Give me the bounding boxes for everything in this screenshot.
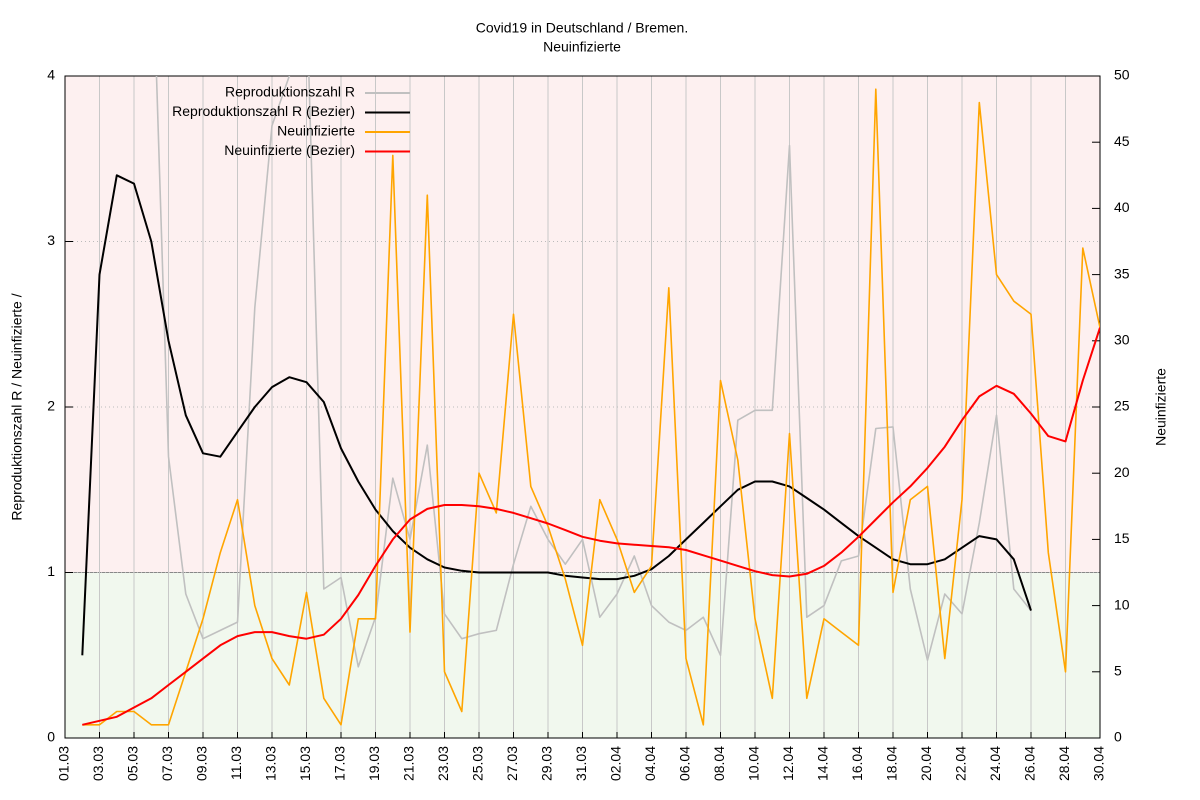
- y2-tick-label: 35: [1114, 265, 1130, 281]
- y-axis-label: Reproduktionszahl R / Neuinfizierte /: [9, 293, 25, 520]
- x-tick-label: 10.04: [746, 746, 762, 781]
- x-tick-label: 29.03: [539, 746, 555, 781]
- x-tick-label: 21.03: [401, 746, 417, 781]
- chart-title: Covid19 in Deutschland / Bremen.: [476, 20, 688, 36]
- x-tick-label: 13.03: [263, 746, 279, 781]
- x-tick-label: 17.03: [332, 746, 348, 781]
- y2-tick-label: 40: [1114, 199, 1130, 215]
- x-tick-label: 05.03: [125, 746, 141, 781]
- series-line: [82, 327, 1100, 726]
- x-tick-label: 26.04: [1022, 746, 1038, 781]
- x-tick-label: 30.04: [1091, 746, 1107, 781]
- x-tick-label: 18.04: [884, 746, 900, 781]
- x-tick-label: 07.03: [159, 746, 175, 781]
- y2-tick-label: 30: [1114, 332, 1130, 348]
- x-tick-label: 02.04: [608, 746, 624, 781]
- x-tick-label: 25.03: [470, 746, 486, 781]
- x-tick-label: 04.04: [642, 746, 658, 781]
- x-tick-label: 19.03: [366, 746, 382, 781]
- x-tick-label: 14.04: [815, 746, 831, 781]
- plot-frame: [64, 75, 1101, 739]
- x-tick-label: 06.04: [677, 746, 693, 781]
- y2-axis-label: Neuinfizierte: [1153, 368, 1169, 446]
- y2-tick-label: 50: [1114, 67, 1130, 83]
- legend-label: Reproduktionszahl R (Bezier): [172, 103, 355, 119]
- y-tick-label: 0: [47, 729, 55, 745]
- y2-tick-label: 20: [1114, 464, 1130, 480]
- x-tick-label: 28.04: [1056, 746, 1072, 781]
- x-tick-label: 22.04: [953, 746, 969, 781]
- x-tick-label: 12.04: [780, 746, 796, 781]
- y2-tick-label: 0: [1114, 729, 1122, 745]
- chart-subtitle: Neuinfizierte: [543, 39, 621, 55]
- legend-label: Neuinfizierte: [277, 123, 355, 139]
- series-line: [82, 88, 1100, 726]
- y2-tick-label: 45: [1114, 133, 1130, 149]
- x-tick-label: 08.04: [711, 746, 727, 781]
- x-tick-label: 31.03: [573, 746, 589, 781]
- y2-tick-label: 5: [1114, 663, 1122, 679]
- x-tick-label: 20.04: [918, 746, 934, 781]
- legend-label: Neuinfizierte (Bezier): [224, 142, 355, 158]
- series-line: [81, 174, 1032, 656]
- y-tick-label: 3: [47, 232, 55, 248]
- y2-tick-label: 25: [1114, 398, 1130, 414]
- x-tick-label: 23.03: [435, 746, 451, 781]
- legend-label: Reproduktionszahl R: [225, 84, 355, 100]
- x-tick-label: 15.03: [297, 746, 313, 781]
- x-tick-label: 03.03: [90, 746, 106, 781]
- series-line: [155, 76, 1032, 668]
- x-tick-label: 16.04: [849, 746, 865, 781]
- y-tick-label: 2: [47, 398, 55, 414]
- x-tick-label: 27.03: [504, 746, 520, 781]
- plot-area: [81, 76, 1100, 726]
- x-tick-label: 11.03: [228, 746, 244, 780]
- y2-tick-label: 15: [1114, 530, 1130, 546]
- y-tick-label: 4: [47, 67, 55, 83]
- y-tick-label: 1: [47, 563, 55, 579]
- x-tick-label: 01.03: [56, 746, 72, 781]
- x-tick-label: 24.04: [987, 746, 1003, 781]
- y2-tick-label: 10: [1114, 596, 1130, 612]
- x-tick-label: 09.03: [194, 746, 210, 781]
